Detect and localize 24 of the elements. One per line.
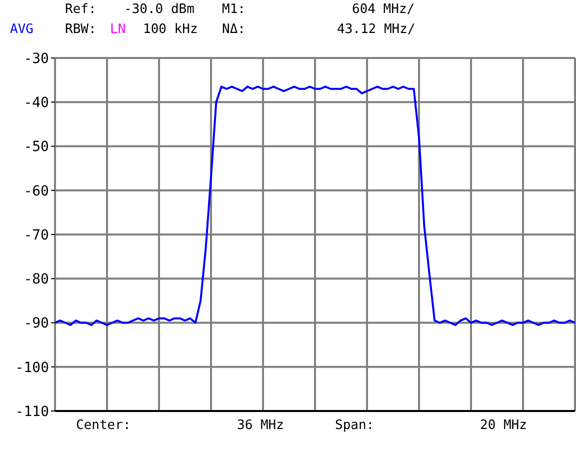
y-tick-label: -70 [24, 227, 49, 244]
text: 20 MHz [480, 418, 527, 434]
y-tick-label: -80 [24, 272, 49, 288]
y-tick-label: -100 [15, 360, 49, 376]
text: Ref: [65, 2, 96, 18]
text: 36 MHz [237, 418, 284, 434]
text: M1: [222, 2, 246, 18]
text: Span: [335, 418, 374, 434]
y-tick-label: -50 [24, 139, 49, 156]
text: LN [110, 22, 126, 38]
y-tick-label: -110 [15, 404, 49, 420]
text: 43.12 MHz/ [337, 22, 416, 38]
y-tick-label: -30 [24, 50, 49, 67]
text: Center: [76, 418, 131, 434]
y-tick-label: -40 [24, 95, 49, 112]
text: 604 MHz/ [352, 2, 415, 18]
text: -30.0 dBm [124, 2, 194, 18]
text: AVG [10, 22, 34, 38]
text: 100 kHz [143, 22, 198, 38]
line-series [55, 86, 575, 326]
y-tick-label: -60 [24, 183, 49, 200]
y-tick-label: -90 [24, 316, 49, 332]
text: NΔ: [222, 22, 246, 38]
text: RBW: [65, 22, 96, 38]
